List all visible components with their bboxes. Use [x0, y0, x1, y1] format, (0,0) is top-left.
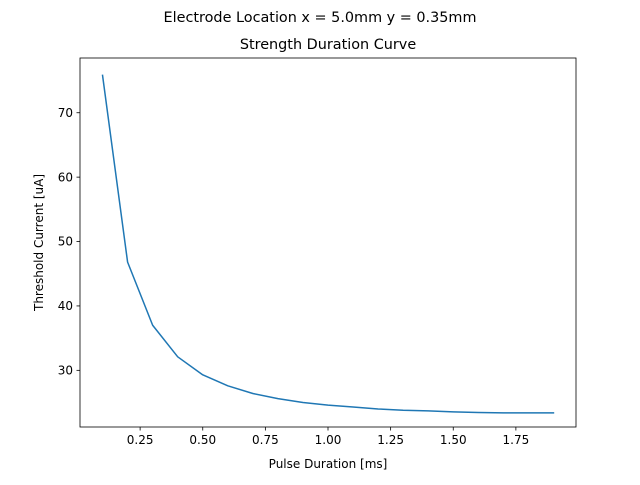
x-tick-label: 1.50	[440, 433, 467, 447]
axes-frame	[79, 57, 577, 428]
x-tick-label: 1.75	[503, 433, 530, 447]
x-axis-label: Pulse Duration [ms]	[269, 457, 388, 471]
figure-suptitle: Electrode Location x = 5.0mm y = 0.35mm	[164, 10, 477, 26]
x-tick-label: 0.25	[127, 433, 154, 447]
x-tick-label: 1.00	[315, 433, 342, 447]
plot-area	[101, 74, 555, 414]
y-tick-label: 50	[58, 235, 73, 249]
chart-title: Strength Duration Curve	[240, 37, 417, 53]
y-tick-label: 30	[58, 364, 73, 378]
y-tick-label: 70	[58, 106, 73, 120]
y-axis-ticks: 30 40 50 60 70	[58, 106, 80, 378]
x-tick-label: 0.50	[189, 433, 216, 447]
y-tick-label: 40	[58, 299, 73, 313]
x-axis-ticks: 0.25 0.50 0.75 1.00 1.25 1.50 1.75	[127, 427, 529, 447]
series-line	[101, 74, 555, 414]
y-axis-label: Threshold Current [uA]	[32, 174, 46, 312]
x-tick-label: 0.75	[252, 433, 279, 447]
x-tick-label: 1.25	[377, 433, 404, 447]
y-tick-label: 60	[58, 170, 73, 184]
